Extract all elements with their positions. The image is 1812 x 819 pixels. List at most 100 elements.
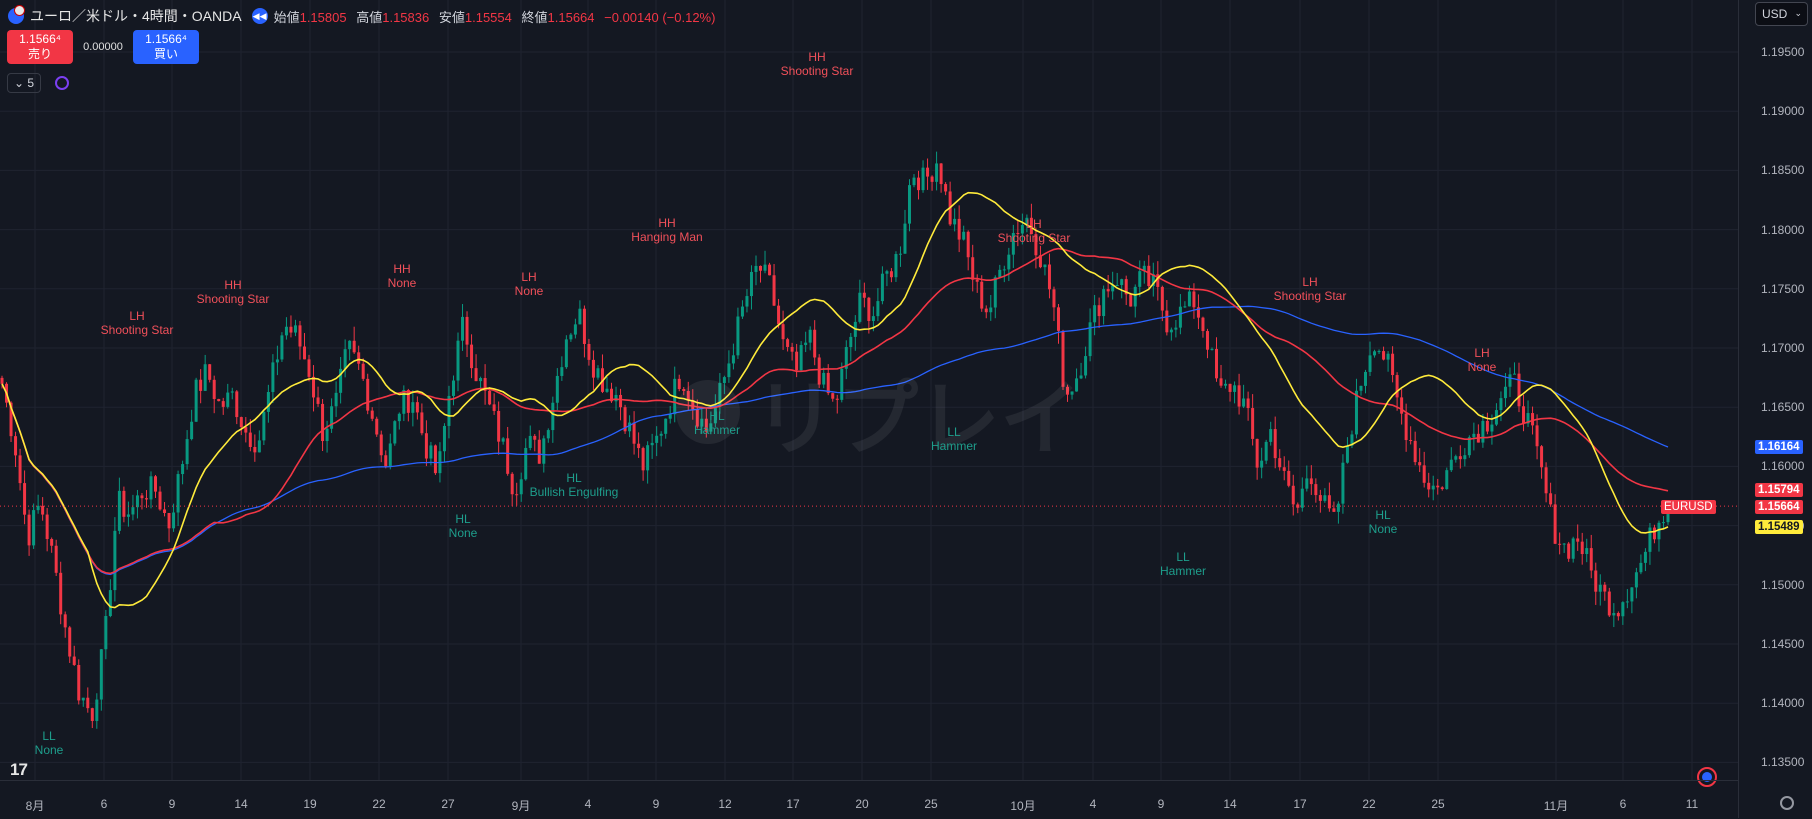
candle-body	[1436, 485, 1440, 488]
pattern-swing: LL	[947, 425, 961, 439]
candle-body	[641, 448, 645, 471]
candle-body	[786, 339, 790, 347]
candle-body	[1142, 265, 1146, 272]
candle-body	[1106, 289, 1110, 292]
candle-body	[1237, 385, 1241, 407]
candle-body	[1269, 429, 1273, 442]
time-tick-label: 4	[584, 797, 592, 811]
candle-body	[9, 402, 13, 437]
pattern-label: HH Shooting Star	[197, 278, 270, 306]
indicator-toggle[interactable]: ⌄ 5	[7, 73, 42, 93]
candle-body	[709, 423, 713, 432]
pattern-swing: LH	[1474, 346, 1490, 360]
candle-body	[293, 325, 297, 333]
candle-body	[1431, 485, 1435, 490]
candle-body	[1169, 329, 1173, 333]
price-axis[interactable]: 1.19500 1.19000 1.18500 1.18000 1.17500 1.170…	[1661, 0, 1812, 818]
time-tick-label: 4	[1089, 797, 1097, 811]
time-axis[interactable]: 8月 6 9 14 19 22 27 9月 4 9 12 17 20 25 10月 4 9 14 17 22 25 11月…	[0, 780, 1738, 819]
candle-body	[668, 414, 672, 419]
candle-body	[1278, 458, 1282, 468]
pattern-candle: Shooting Star	[196, 292, 270, 306]
chart-area[interactable]: リプレイ LH Shooting Star HH Shooting Star HH Non…	[0, 0, 1738, 780]
time-tick-label: 14	[1223, 797, 1237, 811]
pattern-swing: LL	[42, 729, 56, 743]
loading-icon	[55, 76, 70, 90]
high-value: 1.15836	[382, 9, 430, 25]
candle-body	[1382, 351, 1386, 360]
candle-body	[646, 445, 650, 471]
candle-body	[1296, 504, 1300, 508]
sell-button[interactable]: 1.1566⁴ 売り	[7, 30, 73, 64]
candle-body	[876, 301, 880, 317]
candle-body	[912, 177, 916, 186]
candle-body	[384, 455, 388, 467]
candle-body	[447, 395, 451, 426]
candle-body	[312, 376, 316, 398]
candlestick-chart[interactable]	[0, 0, 1738, 780]
candle-body	[1291, 485, 1295, 505]
pattern-candle: None	[34, 743, 64, 757]
candle-body	[623, 407, 627, 432]
candle-body	[551, 402, 555, 431]
candle-body	[1246, 398, 1250, 409]
candle-body	[298, 325, 302, 347]
candle-body	[86, 697, 90, 709]
price-tick-label: 1.19500	[1761, 45, 1805, 59]
time-tick-label: 20	[855, 797, 869, 811]
candle-body	[831, 393, 835, 399]
candle-body	[1215, 348, 1219, 379]
candle-body	[944, 184, 948, 192]
candle-body	[1648, 527, 1652, 552]
pattern-swing: LH	[1026, 217, 1042, 231]
currency-label: USD	[1762, 7, 1788, 21]
candle-body	[1327, 495, 1331, 509]
candle-body	[506, 438, 510, 474]
price-tag: 1.16164	[1755, 440, 1803, 454]
currency-select[interactable]: USD ⌄	[1755, 2, 1808, 26]
candle-body	[343, 349, 347, 369]
candle-body	[980, 281, 984, 309]
settings-icon[interactable]	[1780, 796, 1794, 810]
symbol-title[interactable]: ユーロ／米ドル・4時間・OANDA	[30, 8, 242, 24]
candle-body	[18, 455, 22, 484]
candle-body	[194, 379, 198, 422]
candle-body	[1427, 482, 1431, 490]
time-tick-label: 17	[1293, 797, 1307, 811]
candle-body	[492, 404, 496, 411]
pattern-swing: HH	[393, 262, 411, 276]
buy-button[interactable]: 1.1566⁴ 買い	[133, 30, 199, 64]
candle-body	[1061, 330, 1065, 387]
candle-body	[244, 427, 248, 433]
pattern-candle: None	[387, 276, 417, 290]
candle-body	[1165, 310, 1169, 333]
candle-body	[95, 699, 99, 721]
candle-body	[465, 316, 469, 345]
candle-body	[849, 336, 853, 348]
replay-icon[interactable]: ◀◀	[251, 8, 268, 24]
candle-body	[1075, 378, 1079, 392]
candle-body	[984, 308, 988, 313]
candle-body	[573, 324, 577, 335]
tradingview-logo[interactable]: 17	[10, 760, 28, 779]
candle-body	[862, 292, 866, 298]
candle-body	[1612, 613, 1616, 616]
candle-body	[253, 446, 257, 453]
candle-body	[1138, 271, 1142, 287]
candle-body	[867, 297, 871, 321]
time-tick-label: 8月	[25, 799, 45, 813]
candle-body	[582, 308, 586, 344]
candle-body	[1359, 385, 1363, 391]
candle-body	[1549, 493, 1553, 505]
candle-body	[334, 392, 338, 407]
candle-body	[0, 377, 4, 384]
time-tick-label: 22	[1362, 797, 1376, 811]
candle-body	[1038, 255, 1042, 268]
candle-body	[14, 436, 18, 456]
scroll-to-realtime-icon[interactable]	[1697, 767, 1717, 787]
candle-body	[889, 271, 893, 278]
candle-body	[284, 326, 288, 336]
candle-body	[1621, 602, 1625, 617]
candle-body	[1224, 383, 1228, 386]
candle-body	[497, 410, 501, 442]
